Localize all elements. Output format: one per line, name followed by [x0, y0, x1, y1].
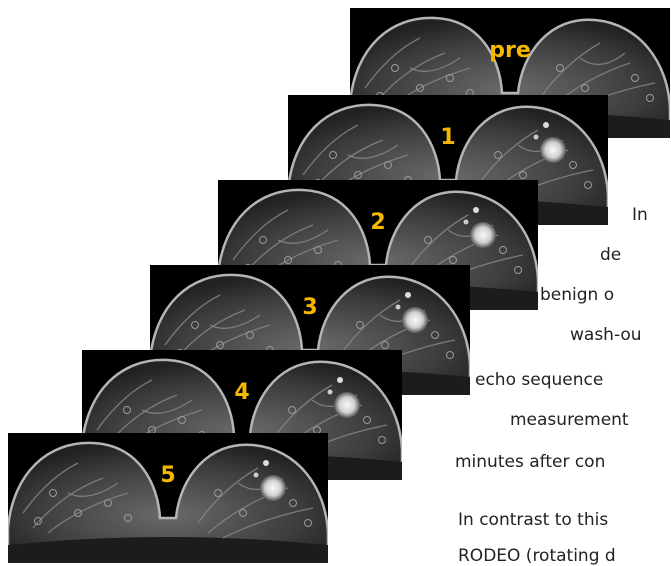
body-text-line: benign o — [540, 285, 615, 305]
body-text-line: wash-ou — [570, 325, 642, 345]
body-text-line: de — [600, 245, 622, 265]
body-text-line: In contrast to this — [458, 510, 609, 530]
frame-label: 4 — [234, 380, 250, 405]
body-text-line: echo sequence — [475, 370, 604, 390]
frame-label: 2 — [370, 210, 386, 235]
body-text-line: measurement — [510, 410, 629, 430]
body-text-line: minutes after con — [455, 452, 606, 472]
body-text-line: In — [632, 205, 648, 225]
frame-label: 1 — [440, 125, 456, 150]
body-text-line: RODEO (rotating d — [458, 546, 616, 566]
breast-mri-image — [8, 441, 328, 563]
frame-label: pre — [489, 38, 531, 63]
mri-frame-5: 5 — [8, 433, 328, 563]
frame-label: 5 — [160, 463, 176, 488]
frame-label: 3 — [302, 295, 318, 320]
